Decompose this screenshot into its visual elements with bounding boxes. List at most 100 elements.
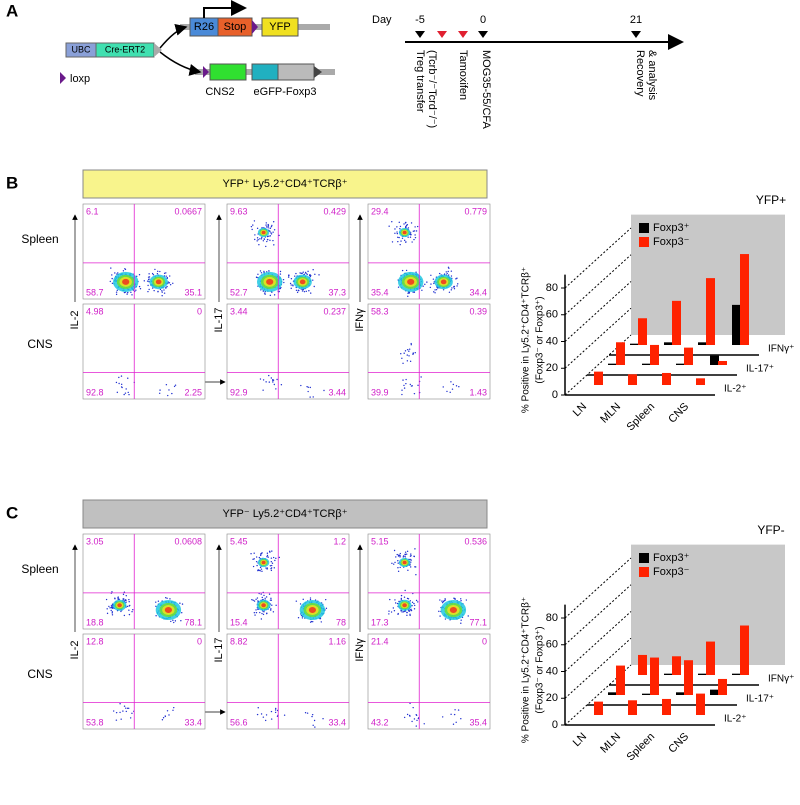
y-tick-label: 0	[552, 719, 558, 731]
header-box	[82, 169, 488, 199]
flow-dot	[401, 237, 404, 239]
flow-dot	[396, 226, 398, 228]
flow-dot	[308, 290, 310, 292]
flow-dot	[181, 612, 183, 614]
flow-dot	[165, 384, 168, 386]
flow-dot	[109, 280, 111, 283]
flow-dot	[275, 557, 277, 560]
bar	[664, 673, 673, 675]
flow-dot	[173, 621, 175, 624]
flow-dot	[409, 236, 412, 238]
flow-dot	[273, 567, 275, 569]
quadrant-value: 0	[197, 306, 202, 316]
flow-dot	[417, 384, 419, 387]
flow-dot	[457, 709, 460, 711]
quadrant-value: 1.16	[328, 636, 346, 646]
flow-plot	[226, 203, 350, 300]
x-tick-label: LN	[571, 401, 589, 419]
flow-dot	[296, 291, 299, 294]
flow-dot	[163, 292, 166, 294]
flow-dot	[157, 600, 160, 602]
bar	[718, 360, 727, 365]
flow-dot	[411, 241, 413, 243]
density	[155, 279, 162, 285]
flow-dot	[269, 235, 272, 237]
flow-dot	[444, 618, 447, 620]
depth-grid	[564, 664, 632, 726]
flow-dot	[409, 383, 412, 386]
bar	[608, 692, 617, 695]
flow-dot	[269, 609, 272, 611]
flow-dot	[127, 391, 129, 394]
flow-dot	[265, 226, 268, 228]
row-label: CNS	[27, 667, 52, 681]
flow-dot	[165, 287, 167, 289]
y-tick-label: 80	[546, 612, 558, 624]
flow-dot	[167, 394, 169, 397]
flow-dot	[266, 235, 269, 238]
flow-dot	[270, 718, 273, 720]
flow-dot	[306, 273, 308, 276]
bar	[706, 641, 715, 675]
flow-dot	[255, 556, 258, 558]
flow-dot	[325, 607, 328, 610]
flow-dot	[453, 287, 456, 290]
bar	[698, 673, 707, 675]
flow-dot	[307, 386, 310, 389]
flow-dot	[108, 605, 110, 608]
quadrant-value: 4.98	[86, 306, 104, 316]
quadrant-value: 5.15	[371, 536, 389, 546]
flow-dot	[118, 376, 120, 379]
flow-dot	[409, 609, 411, 611]
flow-dot	[301, 272, 303, 274]
depth-grid	[564, 611, 632, 672]
flow-dot	[430, 283, 432, 285]
flow-dot	[447, 266, 450, 268]
flow-dot	[409, 558, 411, 561]
flow-dot	[115, 711, 118, 714]
flow-dot	[148, 278, 150, 280]
flow-dot	[267, 556, 269, 558]
flow-dot	[402, 362, 404, 365]
flow-dot	[309, 386, 312, 389]
flow-dot	[409, 614, 411, 617]
row-label: IL-17⁺	[746, 364, 774, 375]
flow-dot	[125, 600, 127, 602]
flow-dot	[143, 280, 145, 282]
flow-dot	[273, 229, 276, 231]
flow-dot	[270, 569, 273, 572]
flow-dot	[397, 560, 399, 562]
flow-dot	[270, 567, 272, 570]
flow-dot	[456, 277, 458, 279]
flow-dot	[174, 384, 177, 386]
flow-dot	[128, 598, 130, 601]
flow-dot	[172, 709, 174, 712]
bar	[638, 654, 647, 675]
flow-dot	[453, 597, 455, 599]
quadrant-value: 0.237	[323, 306, 346, 316]
flow-plot	[82, 533, 206, 630]
flow-dot	[409, 232, 412, 234]
flow-dot	[274, 711, 277, 714]
flow-dot	[441, 716, 444, 718]
flow-dot	[263, 270, 265, 273]
flow-dot	[256, 237, 259, 239]
foxp3-gene: eGFP-Foxp3	[254, 86, 317, 98]
bar	[672, 656, 681, 675]
flow-dot	[313, 285, 315, 288]
event-label: Tamoxifen	[457, 50, 469, 100]
flow-dot	[169, 598, 171, 600]
quadrant-value: 58.7	[86, 287, 104, 297]
flow-dot	[323, 389, 325, 392]
flow-dot	[111, 614, 114, 616]
flow-dot	[138, 273, 141, 276]
flow-dot	[271, 604, 273, 606]
flow-dot	[325, 598, 327, 601]
legend-swatch	[639, 223, 649, 233]
flow-dot	[455, 385, 458, 387]
flow-dot	[165, 272, 167, 274]
flow-dot	[448, 291, 451, 293]
bar	[594, 701, 603, 715]
flow-dot	[406, 360, 409, 362]
